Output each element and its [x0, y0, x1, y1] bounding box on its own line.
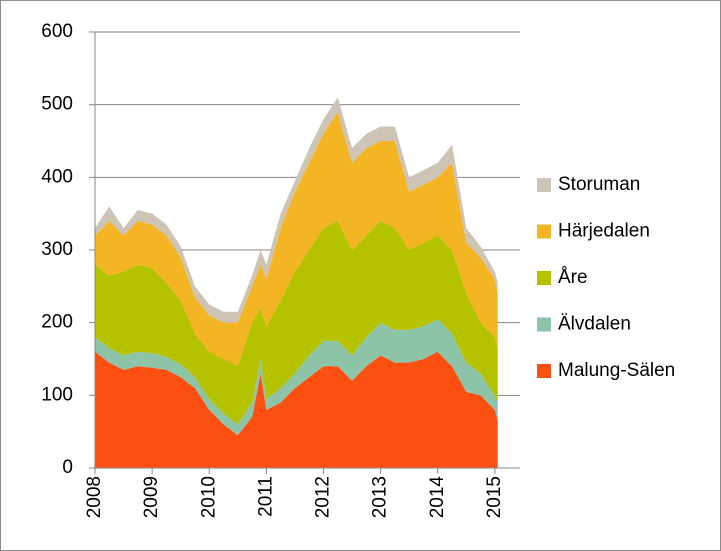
legend-label: Åre — [558, 267, 588, 288]
x-tick-label: 2009 — [141, 476, 162, 518]
y-tick-label: 500 — [41, 94, 73, 115]
legend-swatch — [537, 224, 551, 239]
legend-swatch — [537, 317, 551, 332]
legend-label: Malung-Sälen — [558, 360, 675, 381]
x-tick-label: 2013 — [370, 476, 391, 518]
legend-swatch — [537, 364, 551, 378]
x-tick-label: 2008 — [84, 476, 105, 518]
area — [95, 111, 498, 367]
y-tick-label: 600 — [41, 21, 73, 42]
legend-label: Storuman — [558, 174, 640, 195]
legend-swatch — [537, 271, 551, 285]
legend-label: Härjedalen — [558, 221, 650, 242]
x-tick-label: 2015 — [484, 476, 505, 518]
legend-swatch — [537, 178, 551, 192]
y-tick-label: 0 — [62, 457, 73, 478]
area — [95, 319, 498, 436]
y-tick-label: 300 — [41, 239, 73, 260]
y-tick-label: 100 — [41, 384, 73, 405]
legend-label: Älvdalen — [558, 314, 631, 335]
x-tick-label: 2011 — [255, 476, 276, 517]
x-tick-label: 2014 — [427, 476, 448, 519]
x-tick-label: 2010 — [198, 476, 219, 518]
y-tick-label: 200 — [41, 312, 73, 333]
area — [95, 351, 498, 468]
x-tick-label: 2012 — [313, 476, 334, 518]
area — [95, 220, 498, 425]
y-tick-label: 400 — [41, 166, 73, 187]
